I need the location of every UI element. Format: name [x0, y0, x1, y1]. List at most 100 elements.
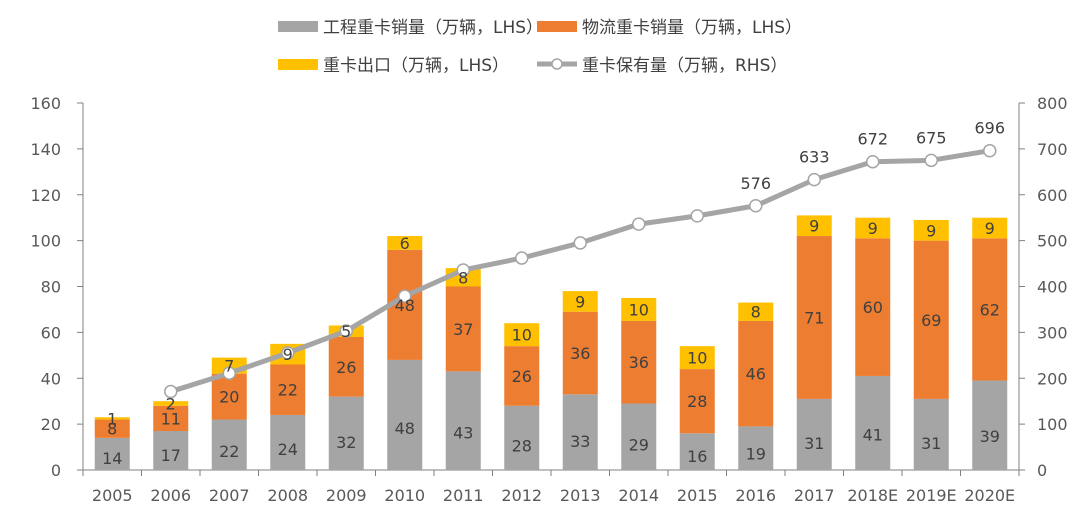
bar-segment-logistics — [94, 419, 130, 438]
bar-segment-export — [855, 217, 891, 239]
bar-segment-export — [153, 401, 189, 406]
bar-label-logistics: 26 — [512, 367, 532, 386]
fleet-point — [749, 199, 763, 213]
right-axis-tick-label: 0 — [1037, 461, 1047, 480]
right-axis-tick-label: 800 — [1037, 94, 1068, 113]
fleet-point — [456, 263, 470, 277]
bar-label-export: 6 — [400, 234, 410, 253]
fleet-point — [632, 217, 646, 231]
legend-swatch-engineering — [278, 21, 318, 32]
bar-segment-logistics — [738, 320, 774, 427]
bar-label-export: 9 — [575, 292, 585, 311]
legend-item-fleet: 重卡保有量（万辆，RHS） — [537, 56, 787, 76]
bar-segment-engineering — [855, 375, 891, 470]
bar-label-engineering: 39 — [980, 427, 1000, 446]
bar-segment-export — [679, 346, 715, 370]
bar-label-logistics: 26 — [336, 358, 356, 377]
bar-label-export: 1 — [107, 409, 117, 428]
bar-label-engineering: 32 — [336, 433, 356, 452]
bar-label-engineering: 14 — [102, 449, 122, 468]
bar-segment-export — [913, 219, 949, 241]
bar-label-engineering: 31 — [804, 434, 824, 453]
bar-segment-engineering — [153, 431, 189, 470]
x-axis-tick-label: 2013 — [560, 486, 601, 505]
x-axis-tick-label: 2011 — [443, 486, 484, 505]
bar-segment-engineering — [504, 405, 540, 470]
bar-segment-export — [387, 236, 423, 250]
bar-label-logistics: 46 — [746, 365, 766, 384]
bar-label-export: 9 — [868, 219, 878, 238]
x-axis-tick-label: 2018E — [847, 486, 898, 505]
bar-label-logistics: 20 — [219, 388, 239, 407]
fleet-point-label: 576 — [740, 174, 771, 193]
bar-label-logistics: 71 — [804, 308, 824, 327]
bar-label-export: 5 — [341, 322, 351, 341]
bar-segment-export — [504, 323, 540, 347]
bar-label-engineering: 31 — [921, 434, 941, 453]
fleet-point-label: 672 — [857, 130, 888, 149]
fleet-point-label: 696 — [974, 119, 1005, 138]
x-axis-tick-label: 2012 — [501, 486, 542, 505]
legend-swatch-logistics — [537, 21, 577, 32]
fleet-point-label: 675 — [916, 128, 947, 147]
bar-label-export: 9 — [985, 219, 995, 238]
left-axis-tick-label: 80 — [41, 278, 61, 297]
bar-label-engineering: 29 — [629, 436, 649, 455]
bar-label-export: 10 — [629, 300, 649, 319]
bar-segment-logistics — [211, 373, 247, 420]
bar-label-logistics: 48 — [395, 296, 415, 315]
bar-segment-engineering — [679, 433, 715, 470]
bar-label-export: 7 — [224, 357, 234, 376]
bar-label-engineering: 22 — [219, 442, 239, 461]
bar-label-engineering: 48 — [395, 419, 415, 438]
legend-swatch-export — [278, 59, 318, 70]
bar-segment-engineering — [211, 419, 247, 470]
left-axis-tick-label: 0 — [51, 461, 61, 480]
bar-segment-engineering — [387, 359, 423, 470]
left-axis-tick-label: 20 — [41, 415, 61, 434]
bar-label-export: 10 — [687, 349, 707, 368]
bar-label-engineering: 41 — [863, 425, 883, 444]
bar-segment-logistics — [562, 311, 598, 395]
legend: 工程重卡销量（万辆，LHS） 物流重卡销量（万辆，LHS） 重卡出口（万辆，LH… — [278, 18, 802, 76]
data-labels: 1481171122220724229322654848643378282610… — [102, 217, 1000, 468]
bar-label-logistics: 62 — [980, 300, 1000, 319]
bar-segment-engineering — [621, 403, 657, 470]
bar-segment-export — [621, 297, 657, 321]
fleet-point — [398, 289, 412, 303]
bar-segment-logistics — [972, 238, 1008, 381]
fleet-point — [866, 154, 880, 169]
fleet-point — [339, 324, 353, 338]
bar-segment-export — [562, 291, 598, 312]
bar-segment-logistics — [153, 405, 189, 432]
bar-label-engineering: 28 — [512, 437, 532, 456]
fleet-point — [164, 384, 178, 399]
bar-segment-engineering — [796, 398, 832, 470]
legend-label-export: 重卡出口（万辆，LHS） — [323, 56, 509, 76]
bar-segment-logistics — [913, 240, 949, 399]
x-axis-tick-label: 2006 — [150, 486, 191, 505]
right-axis-tick-label: 400 — [1037, 278, 1068, 297]
legend-label-fleet: 重卡保有量（万辆，RHS） — [582, 56, 787, 76]
bar-label-logistics: 36 — [570, 344, 590, 363]
bar-label-engineering: 24 — [278, 440, 298, 459]
right-axis-tick-label: 200 — [1037, 369, 1068, 388]
fleet-point — [573, 236, 587, 250]
bar-label-logistics: 22 — [278, 381, 298, 400]
bar-segment-engineering — [445, 371, 481, 470]
bar-label-logistics: 69 — [921, 311, 941, 330]
fleet-point — [281, 346, 295, 360]
fleet-point-label: 633 — [799, 148, 830, 167]
bar-segment-logistics — [855, 238, 891, 376]
x-axis-tick-label: 2014 — [618, 486, 659, 505]
x-axis-tick-label: 2008 — [267, 486, 308, 505]
bar-label-logistics: 36 — [629, 353, 649, 372]
axes: 0204060801001201401600100200300400500600… — [30, 94, 1067, 505]
bar-label-export: 10 — [512, 326, 532, 345]
legend-marker-fleet — [551, 58, 563, 70]
fleet-point — [983, 143, 997, 158]
left-axis-tick-label: 140 — [30, 140, 61, 159]
bar-label-export: 8 — [751, 303, 761, 322]
legend-item-engineering: 工程重卡销量（万辆，LHS） — [278, 18, 543, 38]
bar-label-export: 9 — [809, 217, 819, 236]
